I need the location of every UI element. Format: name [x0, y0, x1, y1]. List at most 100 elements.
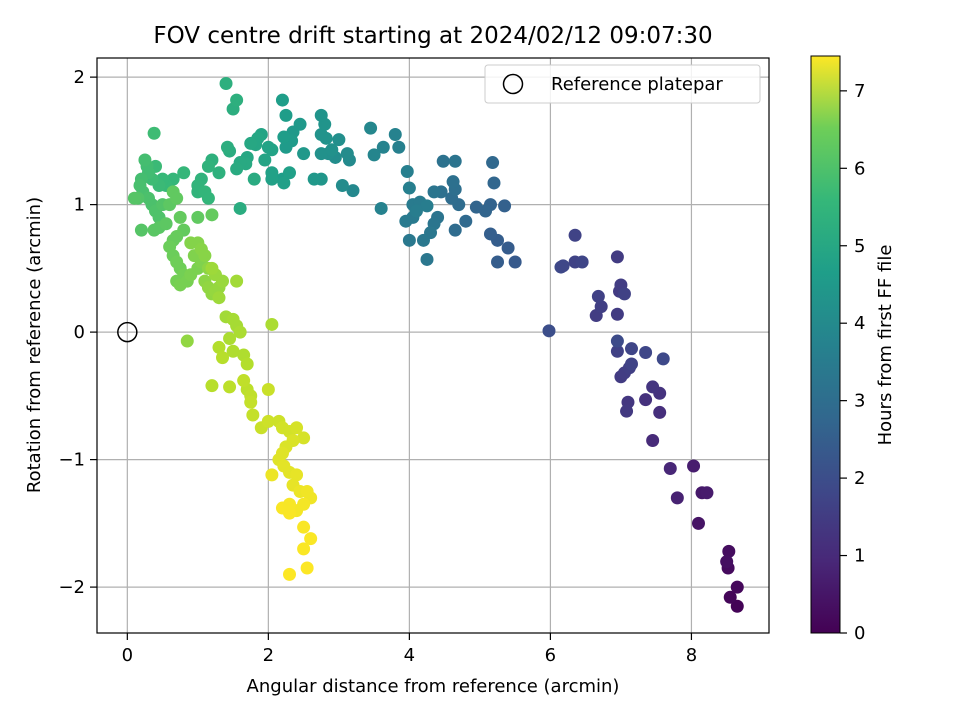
scatter-point	[646, 433, 660, 447]
scatter-point	[722, 544, 736, 558]
scatter-point	[691, 516, 705, 530]
colorbar-tick-label: 1	[854, 546, 865, 567]
y-axis: −2 −1 0 1 2	[58, 67, 97, 598]
scatter-point	[314, 108, 328, 122]
scatter-point	[261, 382, 275, 396]
scatter-point	[297, 520, 311, 534]
scatter-point	[542, 324, 556, 338]
scatter-point	[258, 153, 272, 167]
scatter-point	[730, 580, 744, 594]
scatter-point	[314, 127, 328, 141]
scatter-point	[265, 468, 279, 482]
scatter-point	[314, 147, 328, 161]
scatter-point	[212, 291, 226, 305]
scatter-point	[591, 289, 605, 303]
scatter-point	[376, 140, 390, 154]
scatter-point	[483, 227, 497, 241]
scatter-point	[283, 567, 297, 581]
scatter-point	[205, 208, 219, 222]
scatter-point	[244, 136, 258, 150]
scatter-point	[220, 140, 234, 154]
scatter-point	[201, 191, 215, 205]
scatter-point	[568, 228, 582, 242]
colorbar-tick-label: 3	[854, 391, 865, 412]
x-axis: 0 2 4 6 8	[122, 633, 697, 666]
scatter-point	[247, 172, 261, 186]
scatter-point	[469, 200, 483, 214]
scatter-point	[340, 147, 354, 161]
scatter-point	[687, 459, 701, 473]
scatter-point	[304, 532, 318, 546]
scatter-point	[556, 259, 570, 273]
scatter-point	[409, 204, 423, 218]
scatter-point	[240, 357, 254, 371]
scatter-point	[138, 153, 152, 167]
scatter-point	[230, 93, 244, 107]
scatter-point	[300, 561, 314, 575]
scatter-point	[436, 154, 450, 168]
scatter-point	[620, 404, 634, 418]
scatter-point	[216, 351, 230, 365]
scatter-point	[261, 140, 275, 154]
scatter-point	[420, 252, 434, 266]
x-tick-label: 6	[545, 645, 556, 666]
scatter-point	[246, 408, 260, 422]
scatter-point	[244, 395, 258, 409]
scatter-point	[402, 233, 416, 247]
scatter-point	[233, 325, 247, 339]
scatter-point	[325, 143, 339, 157]
scatter-point	[147, 126, 161, 140]
scatter-point	[297, 542, 311, 556]
reference-platepar-marker	[117, 321, 138, 343]
scatter-point	[283, 166, 297, 180]
scatter-point	[346, 184, 360, 198]
scatter-point	[392, 140, 406, 154]
scatter-point	[159, 217, 173, 231]
scatter-point	[237, 374, 251, 388]
scatter-point	[617, 287, 631, 301]
scatter-point	[730, 599, 744, 613]
scatter-point	[191, 210, 205, 224]
scatter-point	[663, 462, 677, 476]
scatter-point	[575, 255, 589, 269]
scatter-point	[364, 121, 378, 135]
scatter-point	[402, 181, 416, 195]
scatter-point	[205, 379, 219, 393]
legend-box	[484, 64, 761, 104]
scatter-point	[212, 166, 226, 180]
colorbar-label: Hours from first FF file	[875, 245, 896, 446]
colorbar-tick-label: 7	[854, 81, 865, 102]
plot-frame	[96, 57, 770, 634]
colorbar-tick-label: 0	[854, 623, 865, 644]
scatter-point	[279, 108, 293, 122]
scatter-point	[275, 93, 289, 107]
scatter-point	[198, 249, 212, 263]
scatter-point	[177, 166, 191, 180]
colorbar: 0 1 2 3 4 5 6 7 Hours from first FF file	[810, 55, 896, 644]
scatter-points	[117, 76, 744, 613]
scatter-point	[400, 164, 414, 178]
scatter-point	[283, 497, 297, 511]
scatter-point	[594, 300, 608, 314]
scatter-point	[486, 156, 500, 170]
scatter-point	[212, 340, 226, 354]
scatter-point	[501, 241, 515, 255]
colorbar-tick-label: 4	[854, 313, 865, 334]
scatter-point	[230, 274, 244, 288]
scatter-point	[335, 178, 349, 192]
scatter-point	[279, 140, 293, 154]
scatter-point	[374, 201, 388, 215]
x-tick-label: 2	[263, 645, 274, 666]
scatter-point	[656, 352, 670, 366]
scatter-point	[180, 334, 194, 348]
scatter-point	[427, 185, 441, 199]
scatter-point	[720, 555, 734, 569]
grid-lines	[97, 58, 769, 633]
y-axis-label: Rotation from reference (arcmin)	[24, 197, 45, 493]
scatter-point	[610, 250, 624, 264]
scatter-point	[332, 133, 346, 147]
scatter-point	[610, 334, 624, 348]
x-tick-label: 0	[122, 645, 133, 666]
scatter-point	[653, 405, 667, 419]
